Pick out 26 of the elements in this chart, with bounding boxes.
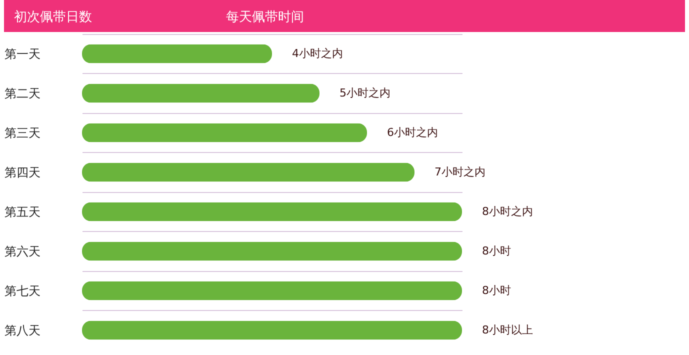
bar (82, 123, 367, 142)
y-tick-label: 第四天 (4, 165, 40, 180)
y-tick-label: 第五天 (4, 204, 40, 219)
y-tick-label: 第八天 (4, 323, 40, 338)
bar (82, 320, 462, 340)
data-label: 5小时之内 (340, 86, 390, 100)
data-label: 7小时之内 (434, 165, 486, 178)
y-tick-label: 第三天 (4, 126, 40, 140)
data-label: 4小时之内 (292, 46, 343, 60)
y-tick-label: 第二天 (4, 86, 40, 100)
bar (82, 281, 462, 300)
bar (82, 202, 462, 222)
data-label: 6小时之内 (387, 126, 438, 139)
y-tick-label: 第七天 (4, 284, 40, 298)
x-axis-title: 每天佩带时间 (226, 9, 304, 26)
y-axis-title: 初次佩带日数 (14, 9, 92, 26)
bar (82, 162, 414, 182)
data-label: 8小时以上 (482, 323, 533, 336)
bar (82, 242, 462, 261)
y-tick-label: 第六天 (4, 244, 40, 258)
data-label: 8小时 (482, 284, 511, 297)
y-tick-label: 第一天 (4, 46, 40, 61)
bar (82, 84, 320, 103)
data-label: 8小时 (482, 244, 511, 258)
data-label: 8小时之内 (482, 204, 533, 218)
bar (82, 44, 272, 64)
